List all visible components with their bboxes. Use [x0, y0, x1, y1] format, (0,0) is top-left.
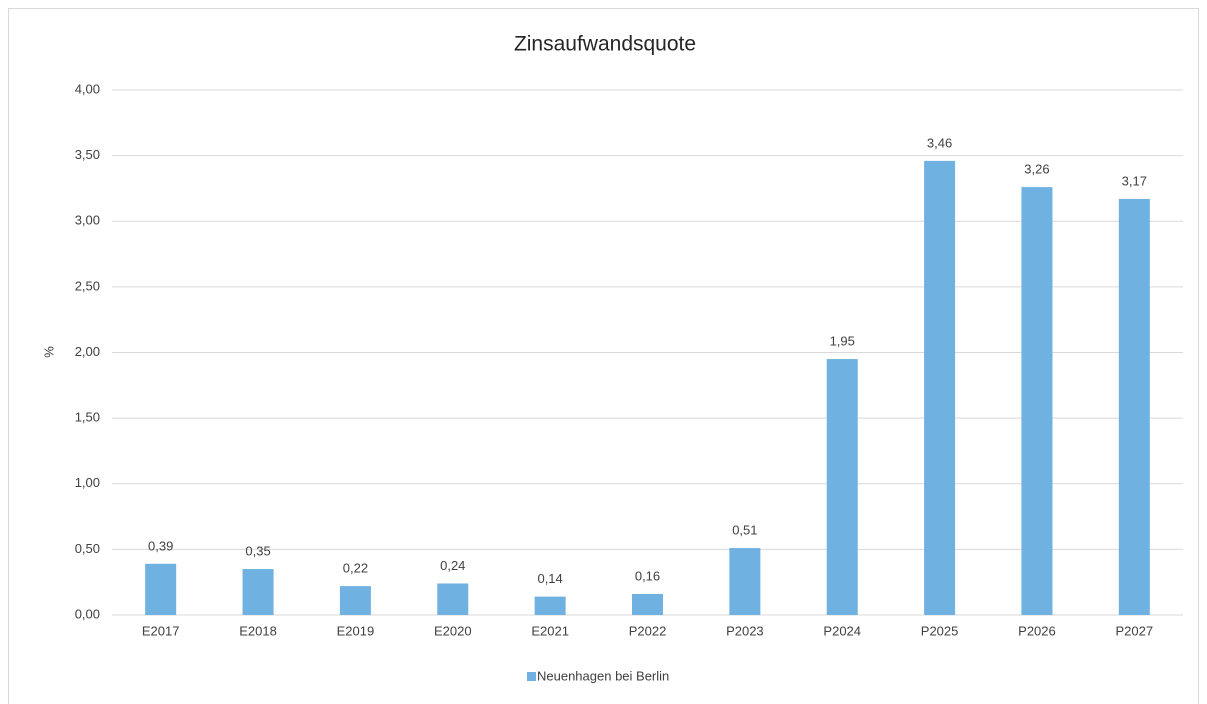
bar — [437, 583, 469, 615]
x-tick-label: P2024 — [823, 623, 861, 638]
y-axis-label: % — [41, 346, 56, 358]
y-tick-label: 0,50 — [75, 541, 100, 556]
bar — [339, 586, 371, 615]
y-tick-label: 3,00 — [75, 213, 100, 228]
data-label: 1,95 — [830, 334, 855, 349]
y-tick-label: 2,50 — [75, 278, 100, 293]
data-label: 0,16 — [635, 568, 660, 583]
x-tick-label: P2027 — [1116, 623, 1154, 638]
x-tick-label: E2021 — [531, 623, 569, 638]
data-label: 3,26 — [1024, 162, 1049, 177]
legend-swatch — [527, 672, 536, 681]
bar — [924, 160, 956, 615]
y-tick-label: 0,00 — [75, 606, 100, 621]
x-tick-label: E2018 — [239, 623, 277, 638]
bar — [1118, 198, 1150, 615]
x-tick-label: E2017 — [142, 623, 180, 638]
bar — [242, 569, 274, 615]
y-tick-label: 4,00 — [75, 81, 100, 96]
data-label: 0,14 — [537, 571, 562, 586]
y-tick-label: 2,00 — [75, 344, 100, 359]
bar — [632, 594, 663, 615]
x-tick-label: P2025 — [921, 623, 959, 638]
data-label: 3,46 — [927, 135, 952, 150]
bar — [826, 359, 858, 615]
data-label: 3,17 — [1122, 173, 1147, 188]
chart-title: Zinsaufwandsquote — [514, 33, 696, 56]
legend-label: Neuenhagen bei Berlin — [537, 668, 669, 683]
data-label: 0,39 — [148, 538, 173, 553]
bar — [534, 596, 566, 615]
data-label: 0,22 — [343, 561, 368, 576]
x-tick-label: E2019 — [337, 623, 375, 638]
x-tick-label: P2026 — [1018, 623, 1056, 638]
bar — [145, 563, 177, 615]
bar — [1021, 187, 1053, 615]
data-label: 0,51 — [732, 523, 757, 538]
bar — [729, 548, 761, 615]
data-label: 0,35 — [245, 544, 270, 559]
chart-frame — [8, 8, 1199, 704]
y-tick-label: 1,50 — [75, 410, 100, 425]
y-tick-label: 1,00 — [75, 475, 100, 490]
x-tick-label: P2022 — [629, 623, 667, 638]
data-label: 0,24 — [440, 558, 465, 573]
x-tick-label: P2023 — [726, 623, 764, 638]
x-tick-label: E2020 — [434, 623, 472, 638]
y-tick-label: 3,50 — [75, 147, 100, 162]
